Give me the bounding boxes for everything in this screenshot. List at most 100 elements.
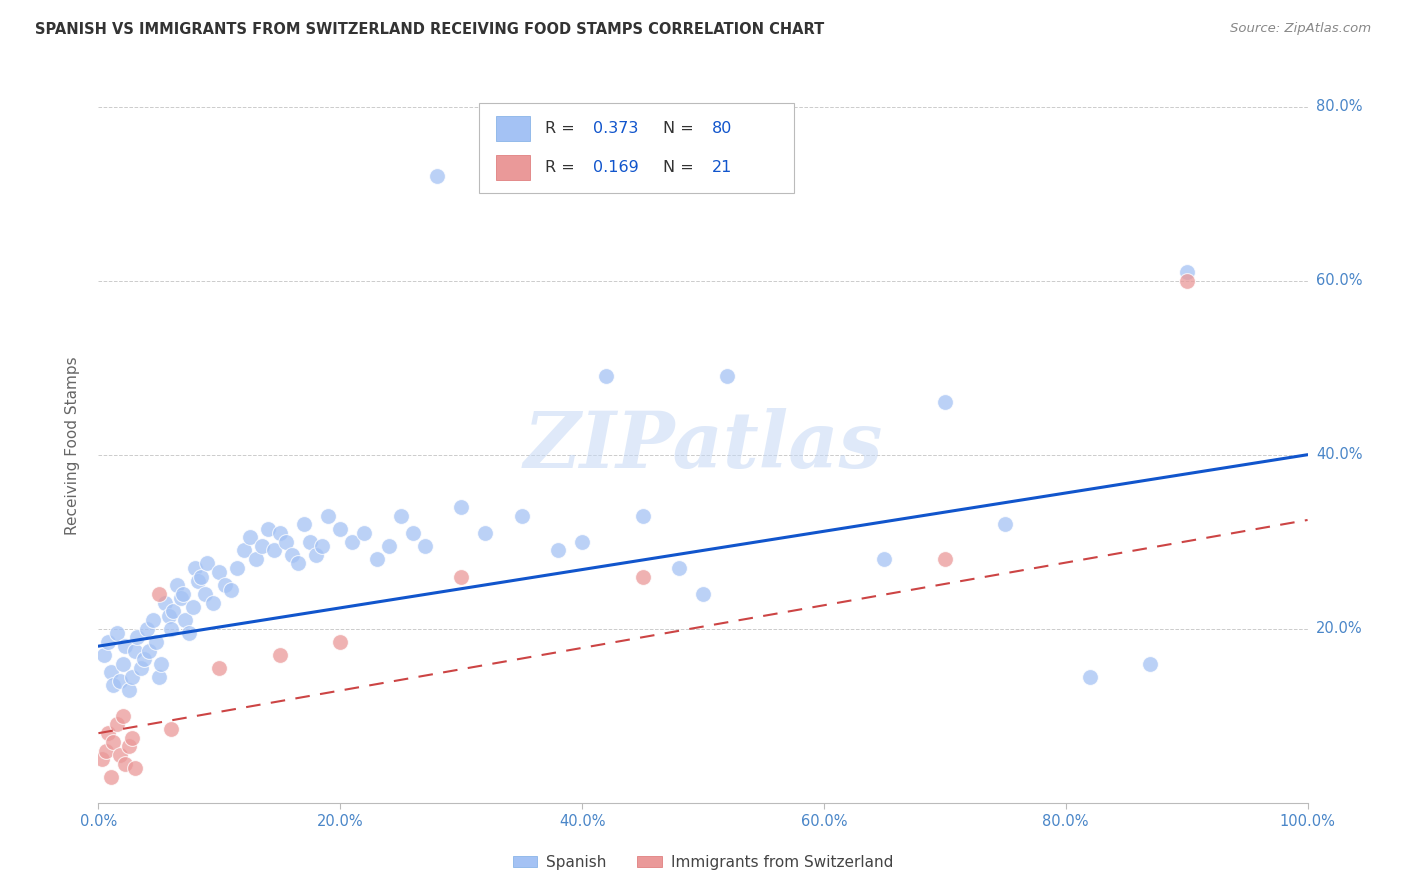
Point	[353, 526, 375, 541]
Bar	[496, 116, 530, 141]
Point	[148, 670, 170, 684]
Point	[256, 522, 278, 536]
Point	[474, 526, 496, 541]
Point	[97, 726, 120, 740]
Point	[873, 552, 896, 566]
Point	[263, 543, 285, 558]
Point	[145, 635, 167, 649]
Point	[547, 543, 569, 558]
Point	[716, 369, 738, 384]
Point	[108, 673, 131, 688]
Point	[668, 561, 690, 575]
Point	[135, 622, 157, 636]
Text: 60.0%: 60.0%	[1316, 273, 1362, 288]
Point	[994, 517, 1017, 532]
Point	[134, 652, 156, 666]
Point	[631, 569, 654, 583]
Point	[329, 522, 352, 536]
Point	[127, 631, 149, 645]
Text: R =: R =	[544, 161, 579, 175]
Point	[114, 756, 136, 771]
Text: N =: N =	[664, 121, 699, 136]
Point	[118, 739, 141, 754]
Point	[124, 643, 146, 657]
Point	[184, 561, 207, 575]
Point	[105, 717, 128, 731]
Point	[214, 578, 236, 592]
Point	[221, 582, 243, 597]
Point	[172, 587, 194, 601]
Point	[195, 557, 218, 571]
Point	[342, 534, 364, 549]
Point	[148, 587, 170, 601]
Point	[121, 670, 143, 684]
Point	[1078, 670, 1101, 684]
Text: 40.0%: 40.0%	[1316, 447, 1362, 462]
Point	[934, 395, 956, 409]
Text: R =: R =	[544, 121, 579, 136]
Point	[142, 613, 165, 627]
Point	[281, 548, 304, 562]
Point	[101, 678, 124, 692]
Point	[226, 561, 249, 575]
Text: ZIPatlas: ZIPatlas	[523, 408, 883, 484]
Point	[194, 587, 217, 601]
Point	[316, 508, 339, 523]
Text: 80.0%: 80.0%	[1316, 99, 1362, 114]
Point	[174, 613, 197, 627]
Point	[129, 661, 152, 675]
Point	[305, 548, 328, 562]
Point	[150, 657, 173, 671]
Point	[631, 508, 654, 523]
Point	[377, 539, 399, 553]
Point	[114, 639, 136, 653]
Point	[105, 626, 128, 640]
Point	[274, 534, 297, 549]
Point	[101, 735, 124, 749]
Point	[93, 648, 115, 662]
Point	[121, 731, 143, 745]
Point	[160, 622, 183, 636]
Point	[450, 569, 472, 583]
Point	[100, 770, 122, 784]
Point	[208, 565, 231, 579]
Point	[389, 508, 412, 523]
Point	[510, 508, 533, 523]
Point	[111, 657, 134, 671]
Point	[329, 635, 352, 649]
Point	[232, 543, 254, 558]
Point	[292, 517, 315, 532]
Point	[298, 534, 321, 549]
Text: 20.0%: 20.0%	[1316, 621, 1362, 636]
FancyBboxPatch shape	[479, 103, 793, 193]
Point	[138, 643, 160, 657]
Legend: Spanish, Immigrants from Switzerland: Spanish, Immigrants from Switzerland	[505, 847, 901, 877]
Point	[311, 539, 333, 553]
Point	[153, 596, 176, 610]
Point	[250, 539, 273, 553]
Point	[202, 596, 225, 610]
Point	[402, 526, 425, 541]
Point	[162, 604, 184, 618]
Bar	[496, 155, 530, 180]
Point	[94, 743, 117, 757]
Point	[187, 574, 209, 588]
Point	[97, 635, 120, 649]
Point	[1175, 274, 1198, 288]
Point	[177, 626, 201, 640]
Point	[118, 682, 141, 697]
Y-axis label: Receiving Food Stamps: Receiving Food Stamps	[65, 357, 80, 535]
Point	[111, 708, 134, 723]
Point	[245, 552, 267, 566]
Point	[595, 369, 617, 384]
Point	[1175, 265, 1198, 279]
Text: 0.373: 0.373	[593, 121, 638, 136]
Point	[181, 599, 204, 614]
Point	[1139, 657, 1161, 671]
Point	[692, 587, 714, 601]
Text: 0.169: 0.169	[593, 161, 638, 175]
Text: Source: ZipAtlas.com: Source: ZipAtlas.com	[1230, 22, 1371, 36]
Point	[450, 500, 472, 514]
Point	[100, 665, 122, 680]
Point	[169, 591, 191, 606]
